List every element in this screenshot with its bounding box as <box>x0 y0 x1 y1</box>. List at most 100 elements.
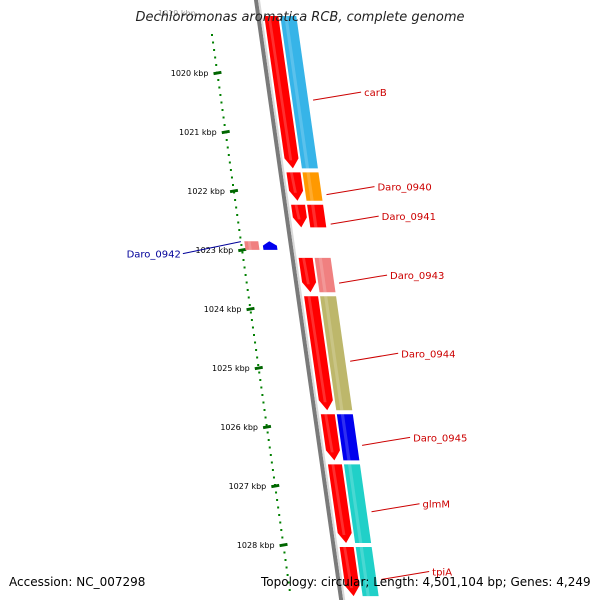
leader-daro-0943 <box>338 274 388 284</box>
ruler-dot <box>270 461 273 464</box>
cds-carb-shine <box>267 16 293 161</box>
cog-carb-shine <box>284 16 310 169</box>
ruler-dot <box>280 529 283 531</box>
ruler-dot <box>226 146 229 149</box>
cog-carb <box>280 16 318 169</box>
ruler-dot <box>228 161 231 164</box>
topology-label: Topology: circular; Length: 4,501,104 bp… <box>261 575 591 589</box>
gene-label-daro-0944: Daro_0944 <box>401 349 455 360</box>
cds-glmm <box>327 464 352 543</box>
ruler-dot <box>248 304 251 306</box>
leader-glmm <box>371 503 420 513</box>
ruler-dot <box>279 521 282 524</box>
cog-daro-0941 <box>307 204 327 228</box>
leader-carb <box>313 91 362 101</box>
cog-daro-0944-shine <box>324 296 344 411</box>
gene-label-daro-0941: Daro_0941 <box>382 212 436 223</box>
cog-daro-0945-shine <box>340 414 351 461</box>
cds-tpia <box>339 547 360 597</box>
ruler-dot <box>256 356 259 359</box>
ruler-dot <box>287 581 290 584</box>
ruler-dot <box>268 446 271 449</box>
ruler-dot <box>237 221 240 224</box>
ruler-dot <box>259 379 262 381</box>
leader-daro-0944 <box>350 352 399 362</box>
ruler-dot <box>219 94 222 96</box>
tick-label: 1022 kbp <box>187 187 225 196</box>
ruler-tick <box>229 188 239 194</box>
ruler-dot <box>254 341 257 344</box>
ruler-dot <box>255 349 258 351</box>
cog-glmm <box>343 464 372 543</box>
ruler-dot <box>215 64 218 66</box>
ruler-dot <box>225 139 228 141</box>
tick-label: 1027 kbp <box>229 482 267 491</box>
ruler-tick <box>271 483 280 489</box>
ruler-dot <box>251 326 254 329</box>
ruler-dot <box>227 154 230 156</box>
ruler-dot <box>258 371 261 374</box>
tick-label: 1026 kbp <box>220 423 258 432</box>
tick-label: 1028 kbp <box>237 541 275 550</box>
gene-label-carb: carB <box>364 88 387 99</box>
ruler-dot <box>262 401 265 404</box>
ruler-dot <box>229 169 232 171</box>
ruler-dot <box>284 559 287 561</box>
ruler-dots: 1019 kbp 1020 kbp 1021 kbp 1022 kbp 1023 kbp… <box>158 9 291 591</box>
ruler-dot <box>267 439 270 441</box>
ruler-tick <box>254 365 263 371</box>
ruler-dot <box>283 551 286 554</box>
ruler-dot <box>246 289 249 291</box>
cds-daro-0943-shine <box>302 257 310 285</box>
ruler-dot <box>222 116 225 119</box>
cds-tpia-shine <box>343 547 353 589</box>
cog-daro-0944 <box>320 296 353 411</box>
ruler-dot <box>220 101 223 104</box>
ruler-dot <box>275 491 278 494</box>
ruler-dot <box>261 394 264 396</box>
backbone-line <box>253 0 344 604</box>
gene-label-daro-0942: Daro_0942 <box>127 250 181 261</box>
ruler-dot <box>260 386 263 389</box>
ruler-dot <box>269 454 272 456</box>
cds-carb <box>264 16 299 169</box>
cog-daro-0943 <box>314 257 336 293</box>
ruler-dot <box>244 274 247 276</box>
ruler-tick <box>213 70 222 76</box>
ruler-dot <box>217 79 220 81</box>
ruler-dot <box>211 34 213 36</box>
cds-daro-0945 <box>320 414 340 461</box>
ruler-dot <box>238 229 241 231</box>
gene-label-tpia: tpiA <box>432 568 452 579</box>
ruler-dot <box>266 431 269 434</box>
ruler-dot <box>276 499 279 501</box>
ruler-dot <box>247 296 250 299</box>
cog-daro-0941-shine <box>311 204 318 228</box>
cds-daro-0942-shine <box>265 241 270 242</box>
ruler-tick <box>238 247 247 253</box>
ruler-dot <box>253 334 255 336</box>
ruler-tick <box>246 306 255 312</box>
cds-daro-0943 <box>298 257 317 293</box>
ruler-dot <box>285 566 288 569</box>
ruler-dot <box>242 259 245 261</box>
backbone <box>253 0 346 604</box>
ruler-dot <box>249 311 252 314</box>
gene-label-daro-0945: Daro_0945 <box>413 433 467 444</box>
cog-daro-0940-shine <box>306 172 314 201</box>
ruler-dot <box>234 199 237 201</box>
cds-daro-0945-shine <box>324 414 334 453</box>
ruler-dot <box>272 476 275 479</box>
ruler-dot <box>245 281 248 284</box>
cog-glmm-shine <box>347 464 363 543</box>
cds-daro-0941-shine <box>294 204 301 220</box>
ruler-dot <box>235 206 238 209</box>
ruler-tick <box>221 129 230 135</box>
ruler-dot <box>236 214 239 216</box>
ruler-dot <box>232 184 234 186</box>
ruler-dot <box>281 536 284 539</box>
cds-daro-0941 <box>291 204 307 228</box>
leader-daro-0941 <box>330 215 379 225</box>
